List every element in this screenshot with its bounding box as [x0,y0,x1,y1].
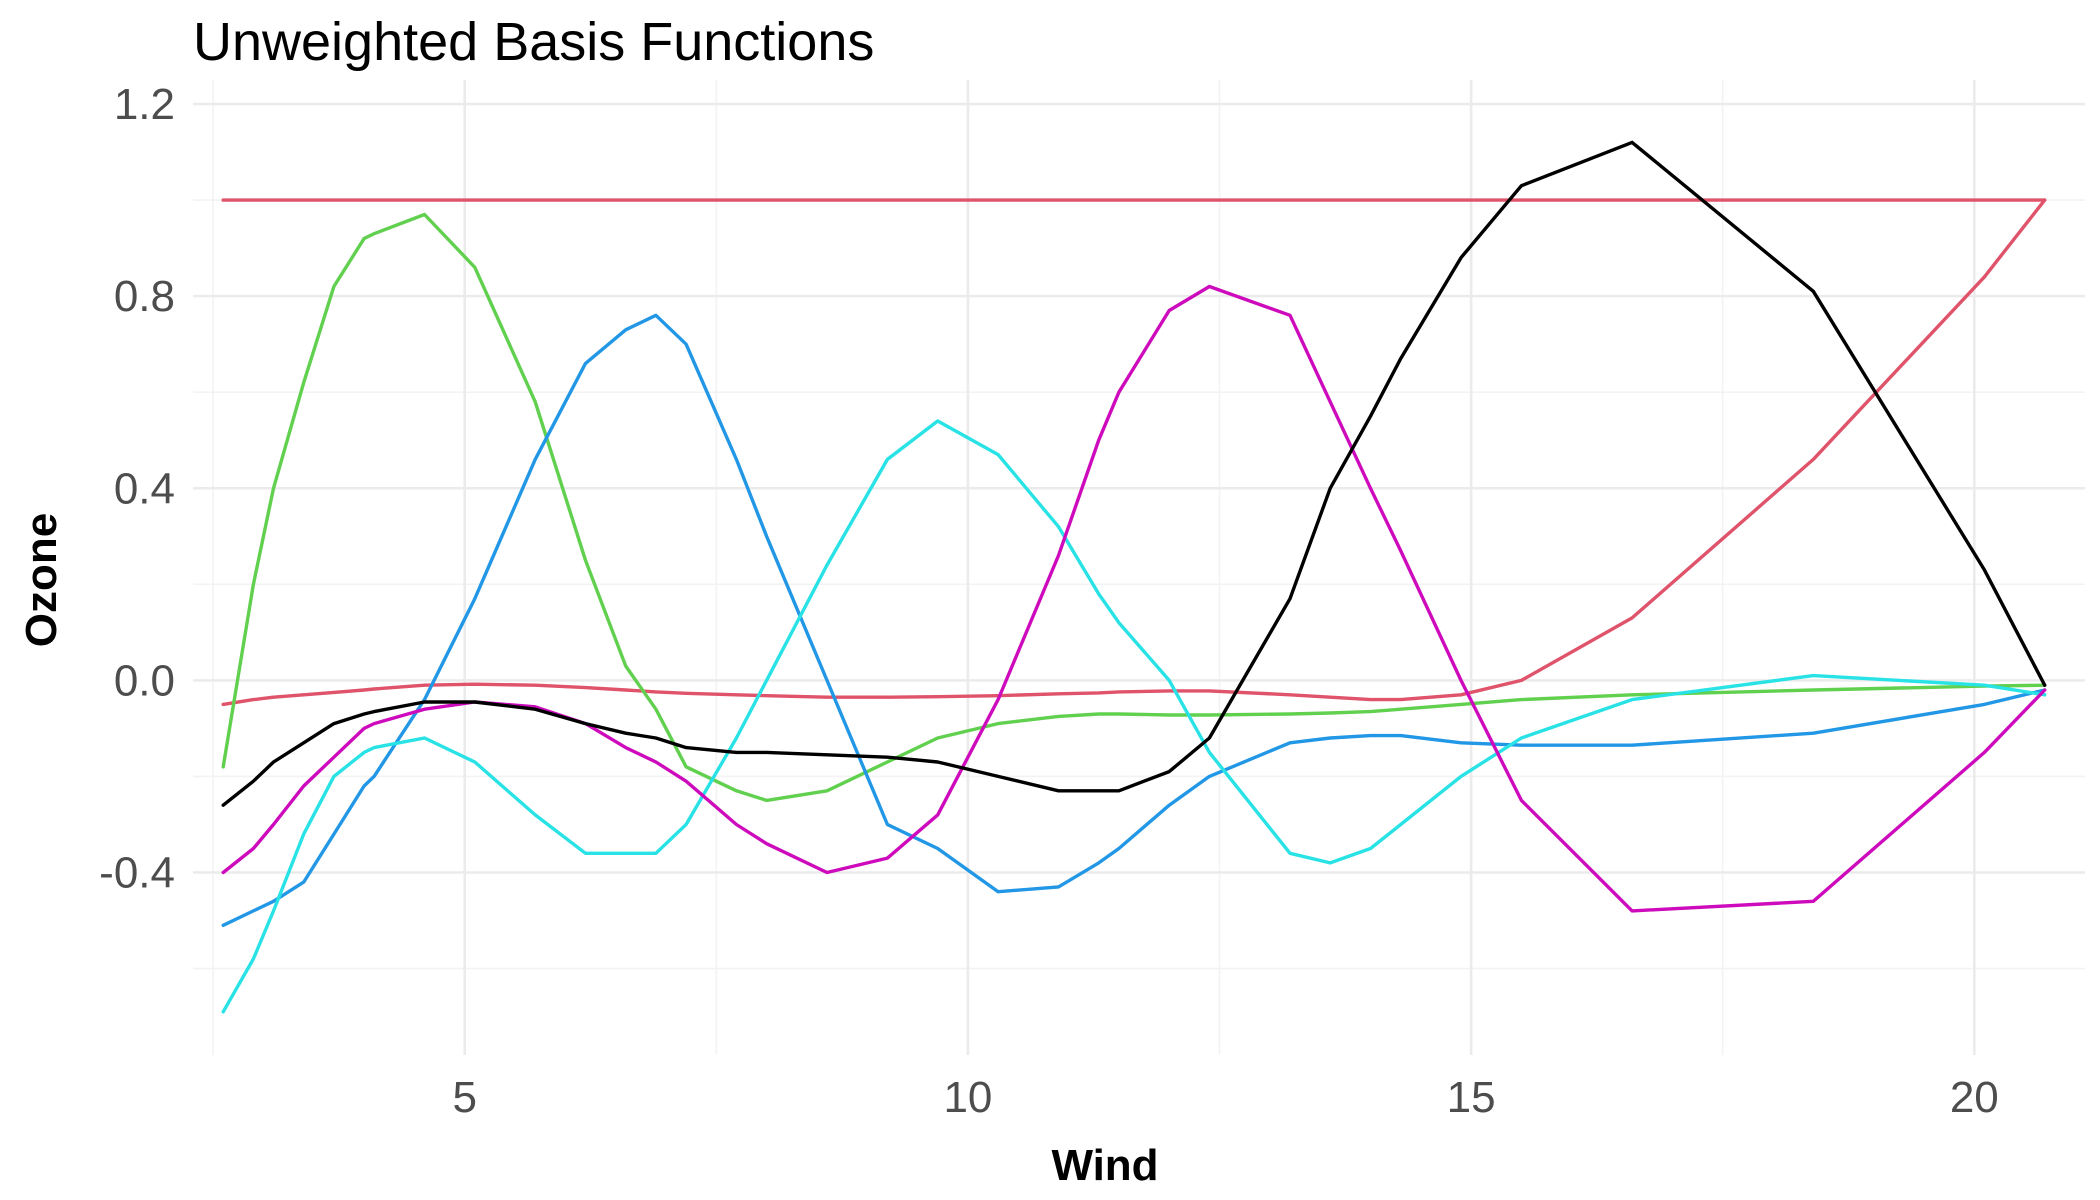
y-tick-label: 0.4 [114,464,175,513]
y-tick-label: 0.0 [114,656,175,705]
y-tick-label: 0.8 [114,272,175,321]
series-line-4 [221,313,2047,927]
y-axis-ticks: -0.4 0.0 0.4 0.8 1.2 [99,80,175,897]
x-tick-label: 5 [452,1073,476,1122]
x-axis-ticks: 5 10 15 20 [452,1073,1998,1122]
series-line-3 [221,212,2047,803]
x-tick-label: 10 [943,1073,992,1122]
series-line-5 [221,419,2047,1014]
y-tick-label: 1.2 [114,80,175,129]
y-tick-label: -0.4 [99,848,175,897]
x-axis-title: Wind [1051,1141,1158,1190]
x-tick-label: 15 [1447,1073,1496,1122]
x-tick-label: 20 [1950,1073,1999,1122]
gridlines [193,80,2085,1055]
series-line-7 [221,140,2047,807]
series-lines [221,140,2047,1014]
series-line-2 [221,198,2047,707]
series-line-6 [221,284,2047,913]
chart-title: Unweighted Basis Functions [193,12,874,72]
y-axis-title: Ozone [17,513,66,647]
